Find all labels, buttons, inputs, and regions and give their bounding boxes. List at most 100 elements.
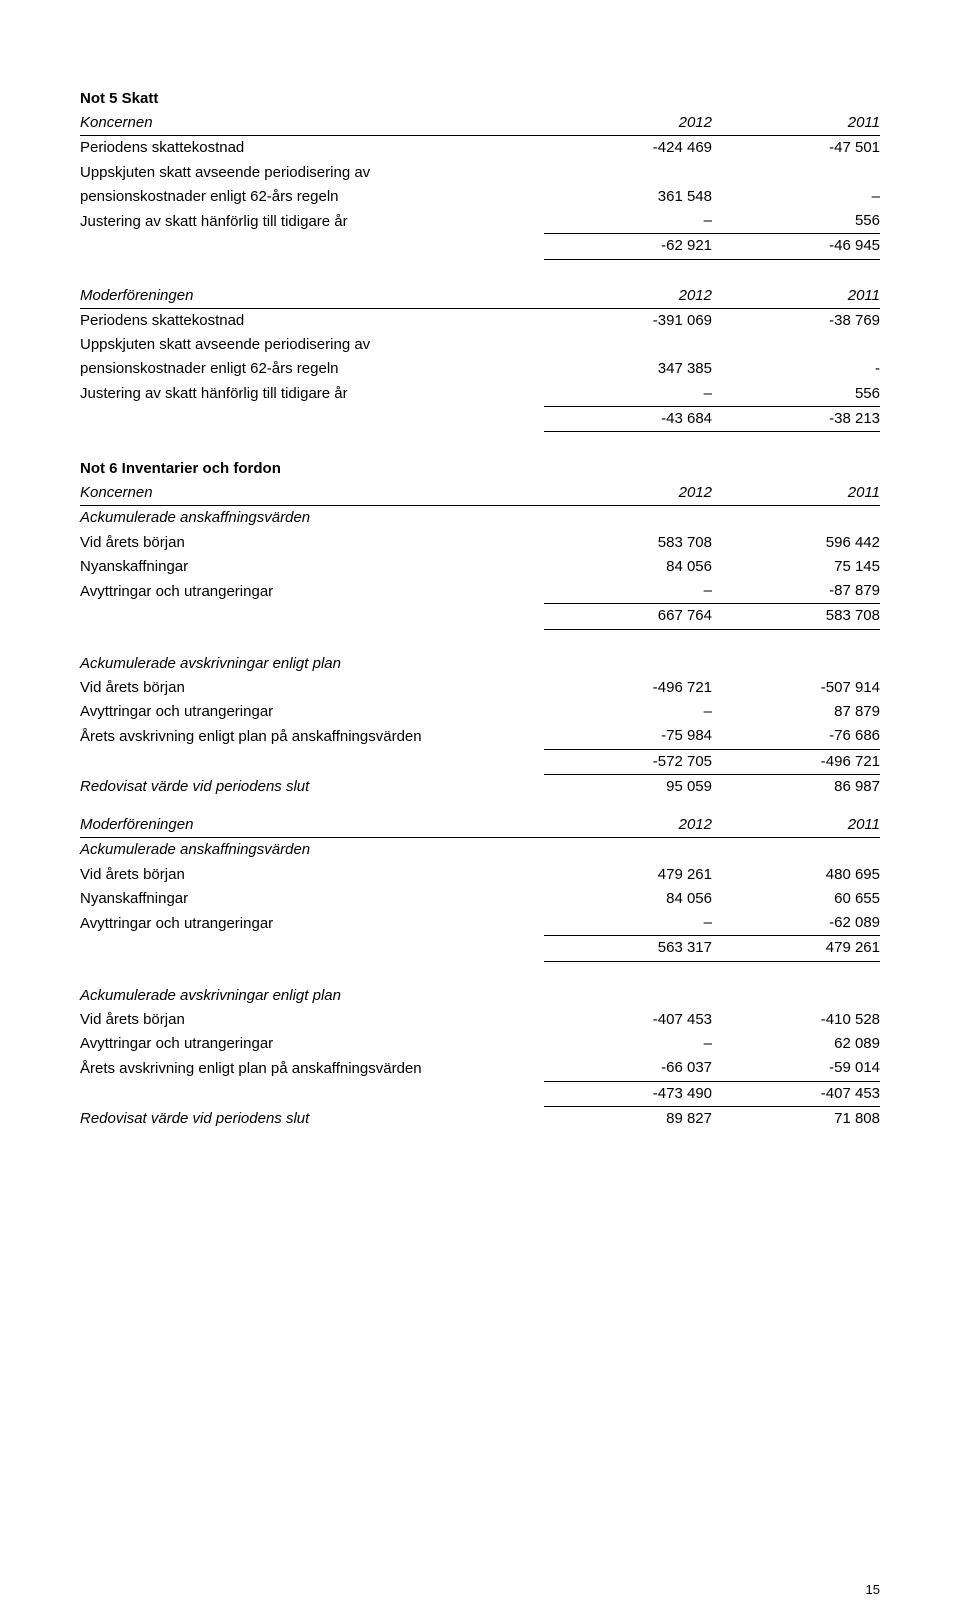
sum-value: -62 921 bbox=[544, 234, 712, 259]
row-value: -87 879 bbox=[712, 579, 880, 604]
note5-moder-table: Moderföreningen 2012 2011 Periodens skat… bbox=[80, 284, 880, 433]
row-value: 479 261 bbox=[544, 863, 712, 887]
row-label: Nyanskaffningar bbox=[80, 887, 544, 911]
row-label: Vid årets början bbox=[80, 531, 544, 555]
row-value: – bbox=[544, 911, 712, 936]
net-value: 95 059 bbox=[544, 774, 712, 799]
row-value: 361 548 bbox=[544, 185, 712, 209]
sum-value: -38 213 bbox=[712, 406, 880, 431]
net-value: 89 827 bbox=[544, 1106, 712, 1131]
row-value: -407 453 bbox=[544, 1008, 712, 1032]
row-label: Vid årets början bbox=[80, 863, 544, 887]
row-value bbox=[712, 333, 880, 357]
row-label bbox=[80, 604, 544, 629]
row-value bbox=[544, 333, 712, 357]
row-value: -507 914 bbox=[712, 676, 880, 700]
row-value: – bbox=[544, 209, 712, 234]
row-label bbox=[80, 1081, 544, 1106]
row-label: Vid årets början bbox=[80, 1008, 544, 1032]
row-value: 556 bbox=[712, 209, 880, 234]
note6-koncernen-table: Koncernen 2012 2011 Ackumulerade anskaff… bbox=[80, 481, 880, 799]
section-heading: Ackumulerade anskaffningsvärden bbox=[80, 506, 544, 531]
row-value: -496 721 bbox=[544, 676, 712, 700]
note5-koncernen-table: Koncernen 2012 2011 Periodens skattekost… bbox=[80, 111, 880, 260]
page-number: 15 bbox=[866, 1582, 880, 1597]
sum-value: 667 764 bbox=[544, 604, 712, 629]
row-value: 347 385 bbox=[544, 357, 712, 381]
row-value: -424 469 bbox=[544, 136, 712, 161]
row-value: -76 686 bbox=[712, 724, 880, 749]
year-col: 2012 bbox=[544, 813, 712, 838]
sum-value: 479 261 bbox=[712, 936, 880, 961]
row-value: -59 014 bbox=[712, 1056, 880, 1081]
row-label bbox=[80, 936, 544, 961]
row-label: pensionskostnader enligt 62-års regeln bbox=[80, 185, 544, 209]
row-value: -410 528 bbox=[712, 1008, 880, 1032]
net-value: 71 808 bbox=[712, 1106, 880, 1131]
note5-title: Not 5 Skatt bbox=[80, 90, 880, 107]
row-label: Periodens skattekostnad bbox=[80, 136, 544, 161]
row-value: -66 037 bbox=[544, 1056, 712, 1081]
year-col: 2011 bbox=[712, 284, 880, 309]
row-value: 75 145 bbox=[712, 555, 880, 579]
section-heading: Ackumulerade avskrivningar enligt plan bbox=[80, 984, 544, 1008]
row-value bbox=[544, 161, 712, 185]
row-label: pensionskostnader enligt 62-års regeln bbox=[80, 357, 544, 381]
row-label: Årets avskrivning enligt plan på anskaff… bbox=[80, 1056, 544, 1081]
row-value: 87 879 bbox=[712, 700, 880, 724]
sum-value: -407 453 bbox=[712, 1081, 880, 1106]
row-value: 62 089 bbox=[712, 1032, 880, 1056]
row-value: - bbox=[712, 357, 880, 381]
year-col: 2011 bbox=[712, 111, 880, 136]
sum-value: -496 721 bbox=[712, 749, 880, 774]
row-label: Periodens skattekostnad bbox=[80, 308, 544, 333]
sum-value: -46 945 bbox=[712, 234, 880, 259]
section-heading: Ackumulerade avskrivningar enligt plan bbox=[80, 652, 544, 676]
table-header: Moderföreningen bbox=[80, 284, 544, 309]
row-value: 60 655 bbox=[712, 887, 880, 911]
row-value: – bbox=[544, 382, 712, 407]
year-col: 2012 bbox=[544, 111, 712, 136]
row-value: -38 769 bbox=[712, 308, 880, 333]
row-value bbox=[712, 161, 880, 185]
sum-value: -572 705 bbox=[544, 749, 712, 774]
row-value: 480 695 bbox=[712, 863, 880, 887]
row-label: Avyttringar och utrangeringar bbox=[80, 911, 544, 936]
row-value: -391 069 bbox=[544, 308, 712, 333]
table-header: Moderföreningen bbox=[80, 813, 544, 838]
row-value: -75 984 bbox=[544, 724, 712, 749]
row-value: – bbox=[544, 579, 712, 604]
row-label: Justering av skatt hänförlig till tidiga… bbox=[80, 382, 544, 407]
row-label bbox=[80, 234, 544, 259]
row-label bbox=[80, 749, 544, 774]
row-label: Vid årets början bbox=[80, 676, 544, 700]
net-value: 86 987 bbox=[712, 774, 880, 799]
note6-moder-table: Moderföreningen 2012 2011 Ackumulerade a… bbox=[80, 813, 880, 1131]
net-label: Redovisat värde vid periodens slut bbox=[80, 1106, 544, 1131]
sum-value: -473 490 bbox=[544, 1081, 712, 1106]
row-value: -62 089 bbox=[712, 911, 880, 936]
row-value: 84 056 bbox=[544, 555, 712, 579]
table-header: Koncernen bbox=[80, 481, 544, 506]
row-value: 583 708 bbox=[544, 531, 712, 555]
section-heading: Ackumulerade anskaffningsvärden bbox=[80, 838, 544, 863]
row-label: Uppskjuten skatt avseende periodisering … bbox=[80, 333, 544, 357]
row-value: -47 501 bbox=[712, 136, 880, 161]
row-value: – bbox=[712, 185, 880, 209]
row-label: Avyttringar och utrangeringar bbox=[80, 700, 544, 724]
year-col: 2011 bbox=[712, 813, 880, 838]
row-value: 596 442 bbox=[712, 531, 880, 555]
row-value: – bbox=[544, 700, 712, 724]
year-col: 2012 bbox=[544, 481, 712, 506]
row-label: Justering av skatt hänförlig till tidiga… bbox=[80, 209, 544, 234]
row-value: 556 bbox=[712, 382, 880, 407]
row-label: Uppskjuten skatt avseende periodisering … bbox=[80, 161, 544, 185]
table-header: Koncernen bbox=[80, 111, 544, 136]
row-label bbox=[80, 406, 544, 431]
row-value: 84 056 bbox=[544, 887, 712, 911]
note6-title: Not 6 Inventarier och fordon bbox=[80, 460, 880, 477]
year-col: 2012 bbox=[544, 284, 712, 309]
row-value: – bbox=[544, 1032, 712, 1056]
row-label: Nyanskaffningar bbox=[80, 555, 544, 579]
row-label: Avyttringar och utrangeringar bbox=[80, 1032, 544, 1056]
